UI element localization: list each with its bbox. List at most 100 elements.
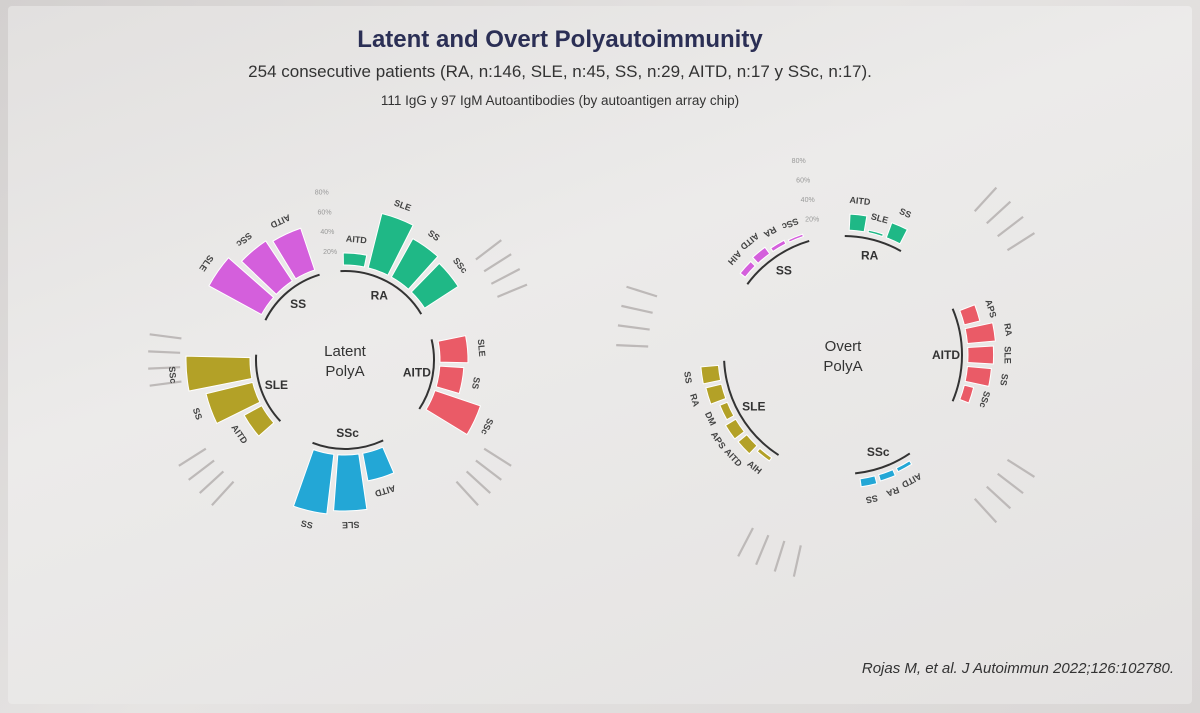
guide-stroke bbox=[986, 200, 1012, 225]
bar-label: SS bbox=[865, 493, 879, 505]
group-baseline-arc bbox=[340, 270, 423, 315]
bar-ss-aitd bbox=[751, 246, 771, 264]
guide-stroke bbox=[792, 545, 802, 577]
group-label-aitd: AITD bbox=[932, 348, 960, 362]
bar-ssc-ss bbox=[859, 475, 878, 488]
bar-aitd-ss bbox=[435, 365, 465, 395]
bar-aitd-aps bbox=[959, 304, 981, 326]
bar-ra-aitd bbox=[342, 252, 368, 268]
group-baseline-arc bbox=[255, 354, 282, 422]
guide-stroke bbox=[490, 268, 521, 285]
bar-ssc-sle bbox=[333, 453, 368, 512]
tick-label: 80% bbox=[315, 190, 329, 197]
center-label-line1: Latent bbox=[324, 343, 367, 360]
guide-stroke bbox=[616, 343, 649, 348]
bar-label: AITD bbox=[268, 212, 292, 230]
guide-stroke bbox=[178, 447, 207, 467]
center-label-line1: Overt bbox=[825, 338, 863, 355]
bar-label: AITD bbox=[229, 423, 250, 446]
bar-label: SSc bbox=[167, 366, 178, 384]
bar-sle-aps bbox=[724, 418, 745, 440]
group-label-aitd: AITD bbox=[403, 366, 431, 380]
group-baseline-arc bbox=[418, 339, 435, 410]
bar-ss-sle bbox=[208, 257, 275, 316]
bar-sle-dm bbox=[719, 401, 735, 421]
bar-ssc-aitd bbox=[362, 446, 395, 482]
slide-subtitle: 254 consecutive patients (RA, n:146, SLE… bbox=[248, 62, 872, 81]
tick-label: 20% bbox=[805, 217, 819, 224]
bar-sle-ra bbox=[705, 383, 727, 405]
guide-stroke bbox=[973, 186, 998, 212]
guide-stroke bbox=[148, 350, 181, 354]
bar-sle-aitd bbox=[737, 434, 758, 455]
bar-aitd-sle bbox=[967, 345, 995, 365]
guide-stroke bbox=[997, 215, 1024, 238]
bar-aitd-ra bbox=[964, 322, 996, 345]
bar-label: SLE bbox=[476, 339, 488, 357]
group-baseline-arc bbox=[855, 452, 911, 475]
bar-ss-aih bbox=[739, 260, 756, 278]
group-baseline-arc bbox=[746, 239, 810, 285]
bar-ra-sle bbox=[867, 229, 884, 238]
group-label-ssc: SSc bbox=[336, 426, 359, 440]
bar-label: RA bbox=[884, 485, 900, 499]
bar-label: AITD bbox=[345, 234, 367, 246]
bar-label: SLE bbox=[197, 253, 215, 273]
bar-aitd-sle bbox=[437, 335, 469, 364]
bar-label: RA bbox=[688, 392, 701, 408]
tick-label: 60% bbox=[318, 209, 332, 216]
group-baseline-arc bbox=[844, 235, 902, 252]
guide-stroke bbox=[148, 366, 181, 370]
guide-stroke bbox=[986, 485, 1012, 510]
bar-ra-sle bbox=[367, 212, 414, 276]
group-label-ss: SS bbox=[290, 297, 306, 311]
group-baseline-arc bbox=[951, 308, 963, 402]
bar-ra-ss bbox=[885, 222, 909, 245]
guide-stroke bbox=[199, 470, 225, 494]
guide-stroke bbox=[188, 459, 215, 481]
bar-label: AITD bbox=[849, 195, 871, 207]
bar-label: SSc bbox=[479, 417, 495, 437]
bar-aitd-ssc bbox=[959, 384, 975, 404]
guide-stroke bbox=[149, 380, 182, 387]
group-baseline-arc bbox=[264, 273, 320, 321]
bar-ssc-ss bbox=[292, 448, 335, 515]
group-label-ra: RA bbox=[861, 249, 879, 263]
guide-stroke bbox=[465, 470, 491, 494]
guide-stroke bbox=[483, 447, 512, 467]
bar-label: AIH bbox=[745, 459, 763, 476]
bar-label: SS bbox=[191, 406, 205, 421]
guide-stroke bbox=[475, 239, 502, 261]
bar-label: APS bbox=[709, 430, 728, 451]
bar-sle-ss bbox=[700, 364, 722, 385]
group-label-ra: RA bbox=[371, 289, 389, 303]
bar-ssc-aitd bbox=[895, 460, 913, 473]
guide-stroke bbox=[997, 472, 1024, 495]
guide-stroke bbox=[211, 480, 235, 506]
bar-label: SS bbox=[998, 373, 1010, 386]
bar-label: SS bbox=[682, 371, 694, 384]
guide-stroke bbox=[621, 304, 653, 314]
bar-label: AITD bbox=[373, 483, 396, 499]
bar-ra-aitd bbox=[848, 213, 868, 233]
guide-stroke bbox=[755, 534, 770, 566]
bar-label: SLE bbox=[393, 198, 413, 213]
tick-label: 20% bbox=[323, 249, 337, 256]
tick-label: 40% bbox=[801, 197, 815, 204]
slide-title: Latent and Overt Polyautoimmunity bbox=[357, 26, 763, 53]
bar-ra-ss bbox=[390, 237, 439, 290]
bar-label: AIH bbox=[726, 249, 744, 267]
bar-label: SSc bbox=[451, 256, 470, 275]
group-label-sle: SLE bbox=[265, 378, 288, 392]
bar-label: APS bbox=[983, 298, 998, 319]
circular-chart-1: 80% 60% 40% 20% Latent PolyA SS SLE SSc AITD RA AIT… bbox=[148, 190, 528, 531]
bar-sle-aih bbox=[756, 447, 773, 462]
bar-label: SS bbox=[300, 518, 314, 530]
bar-label: SSc bbox=[234, 230, 253, 249]
guide-stroke bbox=[1006, 458, 1036, 478]
bar-label: AITD bbox=[738, 231, 761, 252]
bar-aitd-ssc bbox=[425, 389, 482, 436]
guide-stroke bbox=[973, 498, 998, 524]
